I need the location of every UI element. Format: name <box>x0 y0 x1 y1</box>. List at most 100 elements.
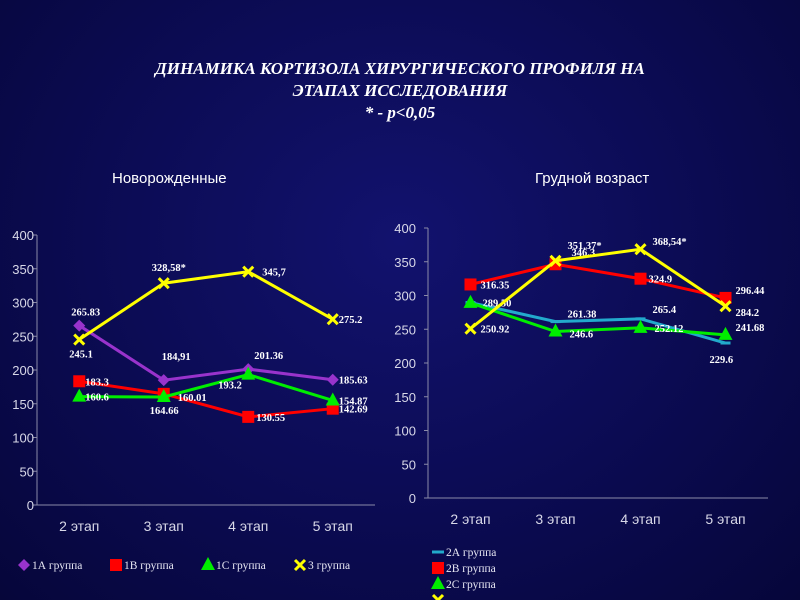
data-point <box>634 243 647 256</box>
x-tick-label: 3 этап <box>144 518 184 534</box>
y-tick-label: 150 <box>394 390 416 405</box>
chart-2: 400 350 300 250 200 150 100 50 0 2 этап 3 этап 4 эт… <box>394 221 768 600</box>
data-label: 316.35 <box>481 280 510 291</box>
legend-item <box>431 593 445 600</box>
data-point <box>635 317 646 321</box>
data-label: 346.3 <box>572 248 596 259</box>
data-point <box>326 402 339 415</box>
data-point <box>73 375 86 388</box>
data-label: 246.6 <box>570 330 594 341</box>
legend-label: 1С группа <box>216 560 266 572</box>
data-point <box>463 294 478 308</box>
data-label: 265.4 <box>653 305 677 316</box>
legend-item: 1А группа <box>18 559 82 572</box>
legend-item: 1С группа <box>201 557 266 572</box>
data-point <box>72 388 87 402</box>
series-line <box>78 270 334 341</box>
data-point <box>73 319 86 332</box>
data-point <box>156 388 171 402</box>
series-2-3: 246.6 252.12 241.68 <box>463 294 765 341</box>
y-tick-label: 100 <box>12 431 34 446</box>
data-label: 261.38 <box>568 310 597 321</box>
data-point <box>464 278 477 291</box>
series-line <box>79 379 333 419</box>
data-label: 183.3 <box>85 377 109 388</box>
legend-label: 1А группа <box>32 560 82 572</box>
data-point <box>157 374 170 387</box>
data-point <box>157 277 170 290</box>
data-label: 296.44 <box>736 286 766 297</box>
x-tick-label: 4 этап <box>228 518 268 534</box>
series-1-4: 245.1 328,58* 345,7 275.2 <box>69 263 362 360</box>
y-tick-label: 100 <box>394 424 416 439</box>
data-point <box>633 319 648 333</box>
series-line <box>79 373 334 402</box>
data-point <box>241 366 256 380</box>
data-point <box>718 326 733 340</box>
series-line <box>470 262 726 300</box>
page-title: ДИНАМИКА КОРТИЗОЛА ХИРУРГИЧЕСКОГО ПРОФИЛ… <box>0 58 800 124</box>
legend-item: 3 группа <box>293 558 350 572</box>
data-point <box>326 313 339 326</box>
data-label: 368,54* <box>653 237 687 248</box>
series-2-2: 316.35 346.3 324.9 296.44 <box>464 248 766 304</box>
y-tick-label: 200 <box>12 363 34 378</box>
legend-label: 1В группа <box>124 560 174 572</box>
data-label: 289.50 <box>483 299 512 310</box>
data-point <box>550 320 561 324</box>
data-label: 252.12 <box>655 324 684 335</box>
data-label: 275.2 <box>339 315 363 326</box>
series-line <box>78 324 333 382</box>
data-point <box>326 373 339 386</box>
legend-label: 3 группа <box>308 560 350 572</box>
legend-item: 1В группа <box>110 559 174 572</box>
data-point <box>73 333 86 346</box>
data-point <box>720 341 731 345</box>
series-line <box>469 247 727 330</box>
data-label: 201.36 <box>254 351 283 362</box>
title-line-2: ЭТАПАХ ИССЛЕДОВАНИЯ <box>292 81 508 100</box>
data-label: 328,58* <box>152 263 186 274</box>
data-label: 164.66 <box>150 406 179 417</box>
y-tick-label: 300 <box>394 289 416 304</box>
data-label: 130.55 <box>256 413 285 424</box>
data-label: 241.68 <box>736 323 765 334</box>
data-point <box>325 392 340 406</box>
legend-label: 2А группа <box>446 547 496 559</box>
legend-label: 2В группа <box>446 563 496 575</box>
y-tick-label: 250 <box>394 322 416 337</box>
data-label: 324.9 <box>649 275 673 286</box>
data-point <box>242 410 255 423</box>
chart-title-infants: Грудной возраст <box>535 170 650 187</box>
legend-label: 2С группа <box>446 579 496 591</box>
data-point <box>719 300 732 313</box>
series-1-1: 265.83 184,91 201.36 185.63 <box>71 308 367 387</box>
x-tick-label: 5 этап <box>705 511 745 527</box>
legend-item: 2А группа <box>432 547 496 559</box>
data-label: 250.92 <box>481 325 510 336</box>
series-line <box>470 301 726 337</box>
data-label: 184,91 <box>162 352 191 363</box>
data-point <box>242 265 255 278</box>
data-label: 265.83 <box>71 308 100 319</box>
data-label: 154.87 <box>339 396 368 407</box>
y-tick-label: 50 <box>402 457 416 472</box>
x-tick-label: 3 этап <box>535 511 575 527</box>
y-tick-label: 50 <box>20 464 34 479</box>
title-line-1: ДИНАМИКА КОРТИЗОЛА ХИРУРГИЧЕСКОГО ПРОФИЛ… <box>155 59 645 78</box>
x-tick-label: 2 этап <box>450 511 490 527</box>
y-tick-label: 250 <box>12 329 34 344</box>
legend-item: 2В группа <box>432 562 496 575</box>
legend-2: 2А группа 2В группа 2С группа <box>431 547 496 600</box>
data-label: 229.6 <box>710 355 734 366</box>
y-tick-label: 400 <box>394 221 416 236</box>
data-label: 245.1 <box>69 350 93 361</box>
y-tick-label: 350 <box>394 255 416 270</box>
series-2-4: 250.92 351,37* 368,54* 284.2 <box>464 237 759 336</box>
data-label: 185.63 <box>339 376 368 387</box>
chart-title-newborns: Новорожденные <box>112 170 227 187</box>
data-point <box>719 291 732 304</box>
data-label: 160.01 <box>178 393 207 404</box>
data-label: 160.6 <box>85 393 109 404</box>
